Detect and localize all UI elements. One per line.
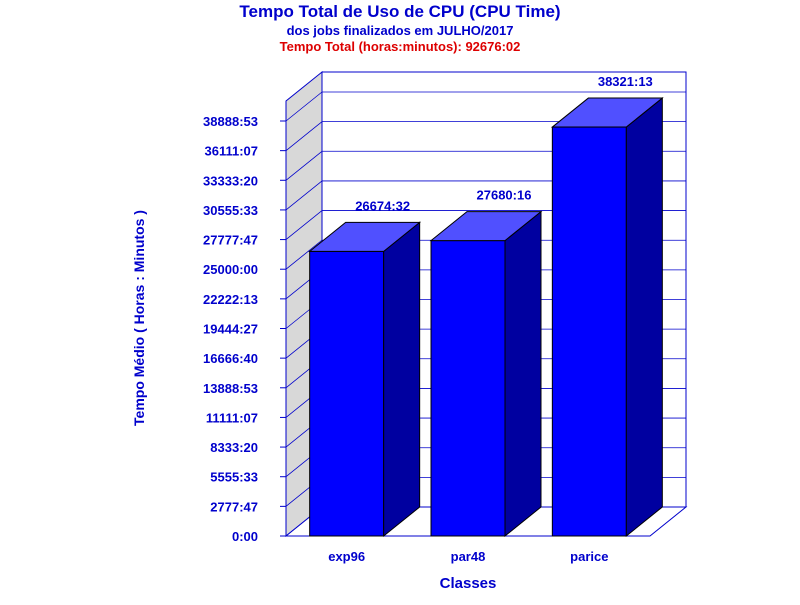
x-tick-label: par48 (451, 549, 486, 564)
chart-total-time: Tempo Total (horas:minutos): 92676:02 (280, 39, 521, 54)
gridline-depth (285, 91, 323, 122)
y-tick-label: 30555:33 (203, 203, 258, 218)
bar-top (550, 97, 664, 128)
y-tick-label: 27777:47 (203, 233, 258, 248)
x-tick-label: exp96 (328, 549, 365, 564)
x-axis-label: Classes (440, 575, 497, 592)
gridline-depth (285, 150, 323, 181)
bar-front (551, 126, 627, 537)
y-tick-label: 8333:20 (210, 440, 258, 455)
bar-value-label: 38321:13 (598, 74, 653, 89)
y-tick-label: 5555:33 (210, 470, 258, 485)
bar-side (383, 221, 421, 538)
bar-side (504, 210, 542, 538)
bar-top (429, 211, 543, 242)
y-tick-label: 36111:07 (204, 144, 258, 159)
chart-subtitle: dos jobs finalizados em JULHO/2017 (287, 23, 514, 38)
bar-side (625, 97, 663, 538)
x-tick-label: parice (570, 549, 608, 564)
y-tick-label: 2777:47 (210, 499, 258, 514)
gridline-depth (285, 121, 323, 151)
y-axis-label: Tempo Médio ( Horas : Minutos ) (131, 210, 147, 426)
y-tick-label: 13888:53 (203, 381, 258, 396)
gridline-depth (285, 210, 323, 240)
y-tick-label: 38888:53 (203, 114, 258, 129)
y-tick-label: 19444:27 (203, 321, 258, 336)
y-tick-label: 25000:00 (203, 262, 258, 277)
gridline-depth (285, 180, 323, 211)
bar-value-label: 26674:32 (355, 198, 410, 213)
y-tick-label: 0:00 (232, 529, 258, 544)
chart-title: Tempo Total de Uso de CPU (CPU Time) (239, 2, 560, 21)
y-tick-label: 33333:20 (203, 173, 258, 188)
bar-value-label: 27680:16 (477, 188, 532, 203)
y-tick-label: 22222:13 (203, 292, 258, 307)
plot-area: 0:00 2777:47 5555:33 8333:20 11111:07 13888:5… (203, 70, 688, 564)
bar-front (430, 240, 506, 537)
y-tick-label: 16666:40 (203, 351, 258, 366)
bar-top (308, 221, 422, 252)
bar-front (309, 250, 385, 537)
y-tick-label: 11111:07 (206, 410, 258, 425)
gridline-depth (285, 239, 323, 270)
